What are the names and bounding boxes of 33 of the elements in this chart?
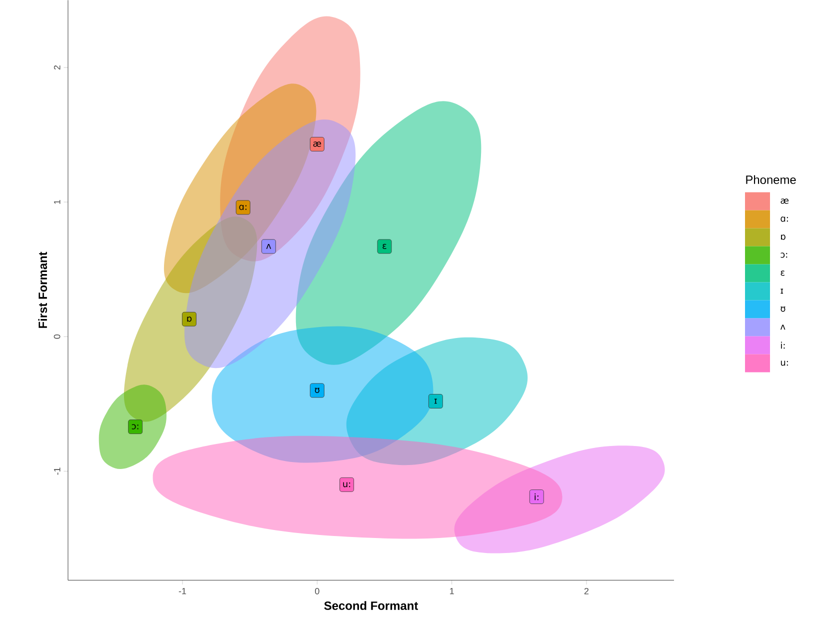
text: æ: [313, 142, 322, 147]
x-tick-label: 2: [584, 588, 589, 594]
text: i:: [534, 493, 538, 500]
text: ʌ: [266, 244, 272, 249]
legend-label: ɑ:: [780, 216, 788, 222]
legend-label: ɔ:: [780, 252, 788, 258]
legend-label: i:: [781, 342, 785, 349]
text: ɛ: [382, 244, 386, 249]
text: ɑ:: [239, 204, 246, 210]
y-axis-title: First Formant: [38, 252, 48, 328]
legend-label: æ: [780, 198, 789, 204]
text: ɪ: [434, 398, 437, 404]
y-tick-label: 2: [54, 65, 60, 70]
x-axis-title: Second Formant: [324, 601, 418, 610]
text: ɒ: [187, 316, 192, 322]
legend-label: ʌ: [780, 324, 786, 330]
text: ʊ: [314, 388, 320, 393]
legend-label: ɪ: [780, 288, 784, 294]
text: ɔ:: [132, 424, 138, 430]
y-tick-label: 0: [54, 334, 60, 339]
y-tick-label: -1: [54, 468, 60, 475]
x-tick-label: 1: [450, 588, 454, 594]
legend-label: ɒ: [781, 234, 786, 240]
y-tick-label: 1: [54, 200, 60, 204]
x-tick-label: -1: [178, 588, 186, 594]
legend-label: ʊ: [780, 306, 786, 312]
point: [428, 394, 443, 408]
point: [377, 239, 392, 254]
legend-label: u:: [780, 360, 788, 366]
legend-title: Phoneme: [746, 175, 796, 184]
text: u:: [343, 482, 350, 488]
legend-label: ɛ: [780, 270, 784, 276]
x-tick-label: 0: [314, 588, 320, 594]
